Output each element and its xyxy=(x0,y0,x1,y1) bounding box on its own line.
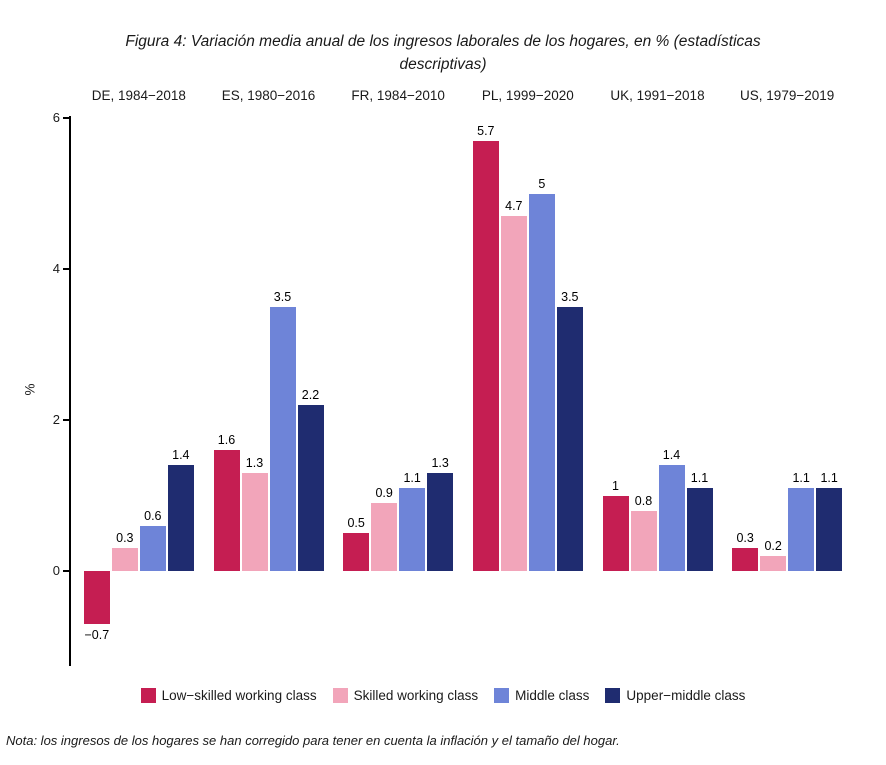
bar xyxy=(816,487,843,571)
bar xyxy=(556,306,583,571)
bar xyxy=(686,487,713,571)
bar xyxy=(371,503,398,571)
bar-value-label: 1.1 xyxy=(403,470,421,485)
bar xyxy=(788,487,815,571)
legend-label: Middle class xyxy=(515,687,590,703)
bar-value-label: 0.5 xyxy=(347,516,365,531)
bar-value-label: −0.7 xyxy=(84,627,110,642)
bar-value-label: 1 xyxy=(612,478,619,493)
bar xyxy=(139,525,166,571)
legend-swatch xyxy=(605,687,621,703)
bar xyxy=(658,465,685,571)
bar xyxy=(500,216,527,571)
bar-value-label: 0.6 xyxy=(144,508,162,523)
bar xyxy=(241,472,268,571)
legend: Low−skilled working class Skilled working… xyxy=(0,684,886,706)
facet-label: FR, 1984−2010 xyxy=(351,88,445,103)
bar xyxy=(167,465,194,571)
bar-chart: % 0 2 4 6 DE, 1984−2018 −0.7 0.3 0.6 1.4 ES, 1980… xyxy=(0,86,886,686)
bar xyxy=(732,548,759,571)
legend-swatch xyxy=(332,687,348,703)
y-tick-mark xyxy=(63,117,69,119)
bar-value-label: 0.2 xyxy=(764,538,782,553)
bar-value-label: 1.4 xyxy=(172,448,190,463)
y-axis-line xyxy=(69,116,71,666)
legend-item: Skilled working class xyxy=(332,687,479,703)
bar-value-label: 1.1 xyxy=(690,470,709,485)
y-tick-label: 0 xyxy=(52,563,60,578)
facet-label: US, 1979−2019 xyxy=(740,88,835,103)
figure-title: Figura 4: Variación media anual de los i… xyxy=(0,30,886,77)
figure-title-line2: descriptivas) xyxy=(399,56,487,74)
bar xyxy=(528,193,555,571)
y-tick-label: 2 xyxy=(52,412,60,427)
figure-title-line1: Figura 4: Variación media anual de los i… xyxy=(125,33,761,50)
bar xyxy=(760,555,787,571)
bar-value-label: 1.4 xyxy=(662,448,681,463)
bar xyxy=(602,495,629,571)
bar-value-label: 0.3 xyxy=(736,531,754,546)
bar xyxy=(111,548,138,571)
legend-label: Upper−middle class xyxy=(626,687,746,703)
bar-value-label: 5.7 xyxy=(477,123,495,138)
bar-value-label: 3.5 xyxy=(561,289,579,304)
legend-item: Upper−middle class xyxy=(605,687,746,703)
legend-label: Skilled working class xyxy=(353,687,479,703)
y-tick-mark xyxy=(63,419,69,421)
bar xyxy=(343,533,370,571)
bar-value-label: 0.8 xyxy=(634,493,653,508)
legend-swatch xyxy=(140,687,156,703)
legend-label: Low−skilled working class xyxy=(161,687,317,703)
bar-value-label: 1.1 xyxy=(792,470,810,485)
facet-label: UK, 1991−2018 xyxy=(610,88,705,103)
bar-value-label: 1.3 xyxy=(431,455,449,470)
legend-swatch xyxy=(494,687,510,703)
bar-value-label: 1.3 xyxy=(245,455,264,470)
bar xyxy=(472,140,499,571)
bar-value-label: 2.2 xyxy=(301,387,320,402)
legend-item: Middle class xyxy=(494,687,590,703)
bar-value-label: 1.6 xyxy=(217,433,236,448)
legend-item: Low−skilled working class xyxy=(140,687,317,703)
y-tick-mark xyxy=(63,570,69,572)
bar xyxy=(630,510,657,571)
bar-value-label: 5 xyxy=(538,176,546,191)
facet-label: DE, 1984−2018 xyxy=(91,88,186,103)
bar xyxy=(83,571,110,624)
y-axis-label: % xyxy=(22,383,38,396)
bar-value-label: 4.7 xyxy=(505,199,523,214)
bar xyxy=(399,487,426,571)
y-tick-mark xyxy=(63,268,69,270)
figure-note: Nota: los ingresos de los hogares se han… xyxy=(6,733,620,748)
bar xyxy=(427,472,454,571)
bar xyxy=(213,450,240,571)
facet-label: PL, 1999−2020 xyxy=(481,88,574,103)
bar xyxy=(269,306,296,571)
y-tick-label: 6 xyxy=(52,110,60,125)
bar-value-label: 1.1 xyxy=(820,470,838,485)
bar-value-label: 3.5 xyxy=(273,289,292,304)
facet-label: ES, 1980−2016 xyxy=(221,88,316,103)
bar xyxy=(297,404,324,571)
y-tick-label: 4 xyxy=(52,261,60,276)
bar-value-label: 0.3 xyxy=(116,531,134,546)
bar-value-label: 0.9 xyxy=(375,486,393,501)
